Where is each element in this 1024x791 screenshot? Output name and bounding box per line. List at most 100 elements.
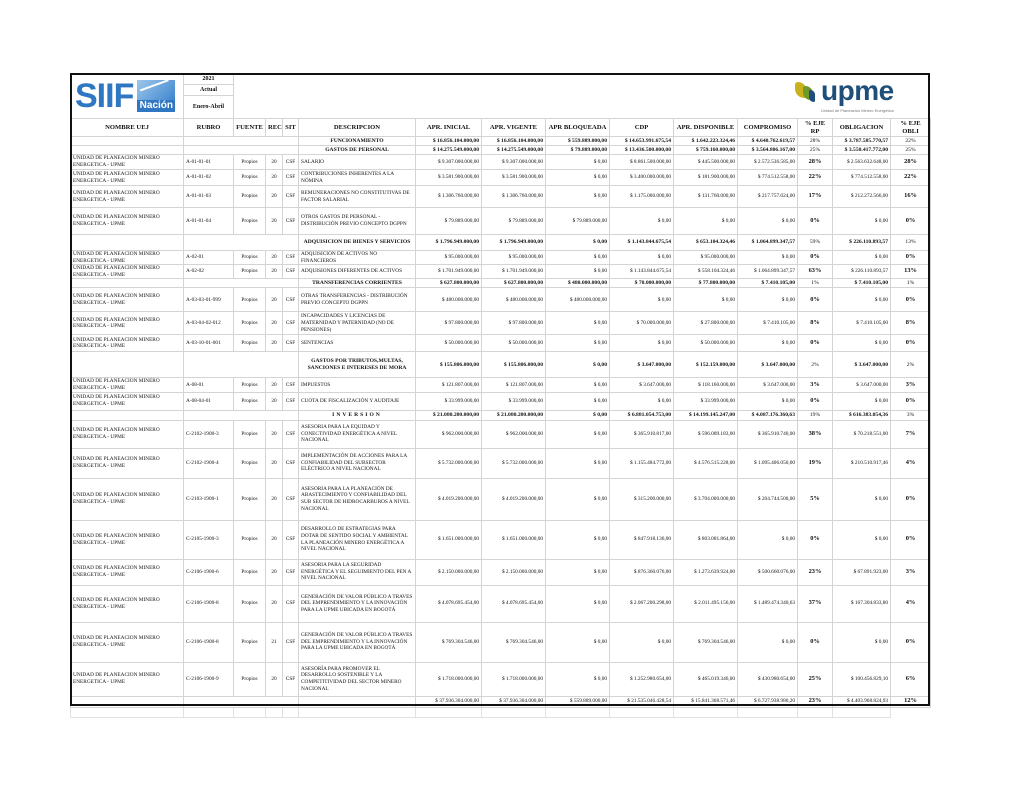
apr-inicial: $ 16.856.104.000,00 — [415, 136, 482, 146]
column-header-8: APR BLOQUEADA — [545, 118, 610, 137]
apr-disponible: $ 33.999.000,00 — [673, 391, 738, 411]
table-row: UNIDAD DE PLANEACION MINERO ENERGETICA -… — [70, 264, 932, 280]
compromiso: $ 0,00 — [737, 287, 798, 313]
column-header-2: FUENTE — [233, 118, 266, 137]
fuente: Propios — [233, 169, 266, 186]
cdp: $ 1.252.980.654,00 — [609, 661, 674, 697]
table-row: UNIDAD DE PLANEACION MINERO ENERGETICA -… — [70, 519, 932, 560]
apr-inicial: $ 155.806.000,00 — [415, 351, 482, 379]
pct-eje-obli: 3% — [889, 377, 932, 393]
pct-eje-obli: 7% — [889, 419, 932, 449]
apr-bloqueada: $ 0,00 — [545, 661, 610, 697]
apr-vigente: $ 37.936.304.000,00 — [481, 695, 546, 708]
table-row: UNIDAD DE PLANEACION MINERO ENERGETICA -… — [70, 169, 932, 186]
apr-disponible: $ 181.900.000,00 — [673, 169, 738, 186]
compromiso: $ 0,00 — [737, 391, 798, 411]
rec: 20 — [265, 558, 283, 586]
description: CONTRIBUCIONES INHERENTES A LA NÓMINA — [298, 169, 416, 186]
rubro-code: A-02-01 — [183, 249, 234, 266]
table-row: UNIDAD DE PLANEACION MINERO ENERGETICA -… — [70, 287, 932, 313]
apr-disponible: $ 759.160.000,00 — [673, 145, 738, 155]
rec: 21 — [265, 621, 283, 663]
cdp: $ 315.200.000,00 — [609, 477, 674, 521]
column-header-row: NOMBRE UEJ RUBRO FUENTE REC SIT DESCRIPCION AP… — [70, 118, 932, 137]
apr-bloqueada: $ 0,00 — [545, 185, 610, 208]
apr-vigente: $ 5.732.000.000,00 — [481, 447, 546, 479]
apr-vigente: $ 14.275.549.000,00 — [481, 145, 546, 155]
rec: 20 — [265, 661, 283, 697]
report-version: Actual — [183, 84, 234, 96]
table-row: UNIDAD DE PLANEACION MINERO ENERGETICA -… — [70, 334, 932, 353]
uej-name: UNIDAD DE PLANEACION MINERO ENERGETICA -… — [70, 334, 184, 353]
apr-disponible: $ 152.159.000,00 — [673, 351, 738, 379]
sit: CSF — [282, 584, 299, 623]
pct-eje-rp: 1% — [797, 278, 833, 289]
cdp: $ 14.653.991.675,54 — [609, 136, 674, 146]
obligacion: $ 3.787.585.770,57 — [832, 136, 891, 146]
apr-inicial: $ 769.304.546,00 — [415, 621, 482, 663]
uej-name — [70, 278, 184, 289]
sit: CSF — [282, 391, 299, 411]
apr-vigente: $ 79.889.000,00 — [481, 207, 546, 235]
sit: CSF — [282, 621, 299, 663]
pct-eje-obli: 2% — [889, 351, 932, 379]
cdp: $ 0,00 — [609, 334, 674, 353]
apr-inicial: $ 2.150.000.000,00 — [415, 558, 482, 586]
cdp: $ 13.436.500.000,00 — [609, 145, 674, 155]
siif-logo-emblem: Nación — [137, 79, 176, 112]
merged-code-cells — [183, 351, 299, 379]
apr-inicial: $ 95.000.000,00 — [415, 249, 482, 266]
obligacion: $ 3.647.000,00 — [832, 377, 891, 393]
rec: 20 — [265, 207, 283, 235]
cdp: $ 0,00 — [609, 249, 674, 266]
apr-bloqueada: $ 0,00 — [545, 621, 610, 663]
compromiso: $ 3.647.000,00 — [737, 377, 798, 393]
compromiso: $ 1.095.406.050,00 — [737, 447, 798, 479]
uej-name: UNIDAD DE PLANEACION MINERO ENERGETICA -… — [70, 477, 184, 521]
obligacion: $ 0,00 — [832, 334, 891, 353]
pct-eje-rp: 0% — [797, 519, 833, 560]
obligacion: $ 0,00 — [832, 287, 891, 313]
apr-bloqueada: $ 0,00 — [545, 311, 610, 336]
compromiso: $ 500.660.076,00 — [737, 558, 798, 586]
apr-vigente: $ 3.581.900.000,00 — [481, 169, 546, 186]
upme-logo: upme Unidad de Planeación Minero Energét… — [795, 76, 925, 113]
rec: 20 — [265, 311, 283, 336]
apr-disponible: $ 95.000.000,00 — [673, 249, 738, 266]
apr-inicial: $ 97.800.000,00 — [415, 311, 482, 336]
column-header-14: % EJE OBLI — [889, 118, 932, 137]
apr-bloqueada: $ 0,00 — [545, 154, 610, 170]
compromiso: $ 7.410.105,00 — [737, 311, 798, 336]
merged-code-cells — [183, 234, 299, 251]
obligacion: $ 3.647.000,00 — [832, 351, 891, 379]
apr-bloqueada: $ 0,00 — [545, 584, 610, 623]
uej-name: UNIDAD DE PLANEACION MINERO ENERGETICA -… — [70, 661, 184, 697]
pct-eje-rp: 5% — [797, 477, 833, 521]
pct-eje-obli: 0% — [889, 334, 932, 353]
apr-disponible: $ 465.019.346,00 — [673, 661, 738, 697]
description: GENERACIÓN DE VALOR PÚBLICO A TRAVES DEL… — [298, 621, 416, 663]
apr-disponible: $ 596.089.183,00 — [673, 419, 738, 449]
apr-disponible: $ 0,00 — [673, 207, 738, 235]
apr-inicial: $ 480.000.000,00 — [415, 287, 482, 313]
compromiso: $ 4.087.176.360,63 — [737, 409, 798, 421]
obligacion: $ 4.403.968.824,93 — [832, 695, 891, 708]
apr-bloqueada: $ 0,00 — [545, 351, 610, 379]
apr-inicial: $ 3.581.900.000,00 — [415, 169, 482, 186]
sit: CSF — [282, 377, 299, 393]
apr-inicial: $ 33.999.000,00 — [415, 391, 482, 411]
pct-eje-obli: 16% — [889, 185, 932, 208]
sit: CSF — [282, 447, 299, 479]
compromiso: $ 0,00 — [737, 207, 798, 235]
fuente: Propios — [233, 661, 266, 697]
apr-disponible: $ 118.160.000,00 — [673, 377, 738, 393]
rubro-code: A-01-01-02 — [183, 169, 234, 186]
rubro-code: A-03-10-01-001 — [183, 334, 234, 353]
apr-inicial: $ 79.889.000,00 — [415, 207, 482, 235]
table-row: UNIDAD DE PLANEACION MINERO ENERGETICA -… — [70, 311, 932, 336]
uej-name: UNIDAD DE PLANEACION MINERO ENERGETICA -… — [70, 249, 184, 266]
compromiso: $ 4.640.762.619,57 — [737, 136, 798, 146]
uej-name: UNIDAD DE PLANEACION MINERO ENERGETICA -… — [70, 584, 184, 623]
compromiso: $ 0,00 — [737, 334, 798, 353]
sit: CSF — [282, 154, 299, 170]
